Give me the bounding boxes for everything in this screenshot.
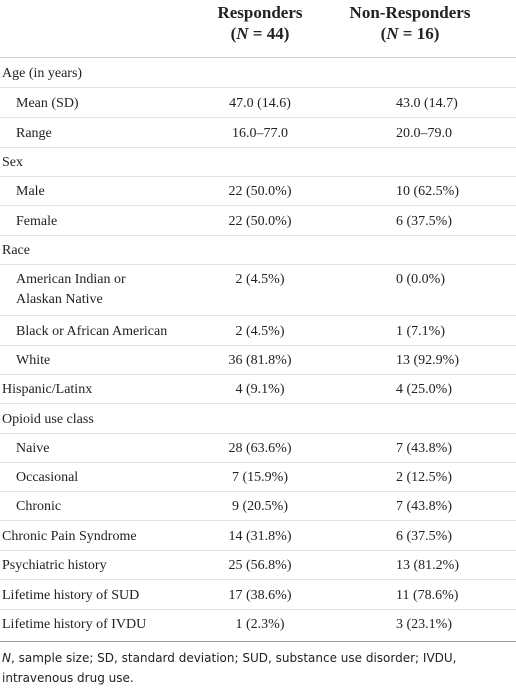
responders-value: 47.0 (14.6): [229, 96, 291, 111]
responders-value: 22 (50.0%): [228, 184, 292, 199]
table-row: Lifetime history of SUD 17 (38.6%) 11 (7…: [0, 580, 516, 610]
table-row: Black or African American 2 (4.5%) 1 (7.…: [0, 316, 516, 346]
table-row: Chronic Pain Syndrome 14 (31.8%) 6 (37.5…: [0, 521, 516, 551]
row-label: Sex: [2, 155, 23, 170]
table-row: Lifetime history of IVDU 1 (2.3%) 3 (23.…: [0, 609, 516, 638]
row-label: Range: [16, 126, 52, 141]
row-label: Chronic Pain Syndrome: [2, 529, 137, 544]
n-label: N: [236, 24, 249, 43]
non-responders-value: 20.0–79.0: [396, 126, 452, 141]
non-responders-value: 6 (37.5%): [396, 214, 452, 229]
table-header: Responders (N = 44) Non-Responders (N = …: [0, 0, 516, 58]
row-label: Female: [16, 214, 58, 229]
responders-value: 25 (56.8%): [228, 558, 292, 573]
row-label: Age (in years): [2, 66, 83, 81]
n-suffix: = 44): [248, 24, 290, 43]
n-prefix: (: [230, 24, 237, 43]
non-responders-value: 11 (78.6%): [396, 588, 459, 603]
table-row: Range 16.0–77.0 20.0–79.0: [0, 118, 516, 148]
row-label: Naive: [16, 441, 50, 456]
row-label: Mean (SD): [16, 96, 79, 111]
table-row: Female 22 (50.0%) 6 (37.5%): [0, 206, 516, 236]
row-label: American Indian or Alaskan Native: [16, 270, 126, 310]
row-label: Chronic: [16, 499, 62, 514]
non-responders-value: 3 (23.1%): [396, 617, 452, 632]
responders-value: 14 (31.8%): [228, 529, 292, 544]
non-responders-value: 13 (92.9%): [396, 353, 459, 368]
row-label: Male: [16, 184, 45, 199]
row-label: Psychiatric history: [2, 558, 107, 573]
non-responders-value: 1 (7.1%): [396, 324, 445, 339]
non-responders-value: 4 (25.0%): [396, 382, 452, 397]
column-header-n: (N = 44): [200, 23, 320, 44]
table-bottom-rule: [0, 641, 516, 642]
table-row: American Indian or Alaskan Native 2 (4.5…: [0, 264, 516, 316]
responders-value: 22 (50.0%): [228, 214, 292, 229]
non-responders-value: 6 (37.5%): [396, 529, 452, 544]
responders-value: 2 (4.5%): [235, 272, 285, 287]
responders-value: 1 (2.3%): [235, 617, 285, 632]
column-header-n: (N = 16): [340, 23, 480, 44]
row-label: Race: [2, 243, 30, 258]
table-row: Age (in years): [0, 58, 516, 88]
non-responders-value: 2 (12.5%): [396, 470, 452, 485]
table-row: Opioid use class: [0, 404, 516, 434]
responders-value: 7 (15.9%): [232, 470, 288, 485]
row-label-line2: Alaskan Native: [16, 292, 103, 307]
responders-value: 36 (81.8%): [228, 353, 292, 368]
table-row: Sex: [0, 147, 516, 177]
row-label-line1: American Indian or: [16, 272, 126, 287]
responders-value: 4 (9.1%): [235, 382, 285, 397]
responders-value: 17 (38.6%): [228, 588, 292, 603]
non-responders-value: 10 (62.5%): [396, 184, 459, 199]
table-row: Psychiatric history 25 (56.8%) 13 (81.2%…: [0, 550, 516, 580]
row-label: Hispanic/Latinx: [2, 382, 93, 397]
table-row: Male 22 (50.0%) 10 (62.5%): [0, 176, 516, 206]
column-header-title: Responders: [217, 3, 303, 22]
column-header-responders: Responders (N = 44): [200, 2, 320, 44]
table-row: Hispanic/Latinx 4 (9.1%) 4 (25.0%): [0, 374, 516, 404]
row-label: Black or African American: [16, 324, 168, 339]
column-header-title: Non-Responders: [349, 3, 471, 22]
row-label: Lifetime history of SUD: [2, 588, 140, 603]
table-row: Occasional 7 (15.9%) 2 (12.5%): [0, 462, 516, 492]
row-label: Lifetime history of IVDU: [2, 617, 147, 632]
non-responders-value: 13 (81.2%): [396, 558, 459, 573]
table-row: Naive 28 (63.6%) 7 (43.8%): [0, 433, 516, 463]
n-suffix: = 16): [398, 24, 440, 43]
n-label: N: [386, 24, 399, 43]
responders-value: 28 (63.6%): [228, 441, 292, 456]
non-responders-value: 7 (43.8%): [396, 441, 452, 456]
responders-value: 9 (20.5%): [232, 499, 288, 514]
table-row: White 36 (81.8%) 13 (92.9%): [0, 345, 516, 375]
non-responders-value: 0 (0.0%): [396, 272, 445, 287]
responders-value: 16.0–77.0: [232, 126, 288, 141]
footnote-n-label: N: [2, 651, 11, 665]
table-row: Race: [0, 235, 516, 265]
n-prefix: (: [380, 24, 387, 43]
non-responders-value: 43.0 (14.7): [396, 96, 458, 111]
table-row: Chronic 9 (20.5%) 7 (43.8%): [0, 491, 516, 521]
table-row: Mean (SD) 47.0 (14.6) 43.0 (14.7): [0, 88, 516, 118]
responders-value: 2 (4.5%): [235, 324, 285, 339]
row-label: Opioid use class: [2, 412, 94, 427]
row-label: White: [16, 353, 51, 368]
table-footnote: N, sample size; SD, standard deviation; …: [2, 648, 512, 688]
column-header-non-responders: Non-Responders (N = 16): [340, 2, 480, 44]
footnote-text: , sample size; SD, standard deviation; S…: [2, 651, 457, 685]
non-responders-value: 7 (43.8%): [396, 499, 452, 514]
row-label: Occasional: [16, 470, 79, 485]
